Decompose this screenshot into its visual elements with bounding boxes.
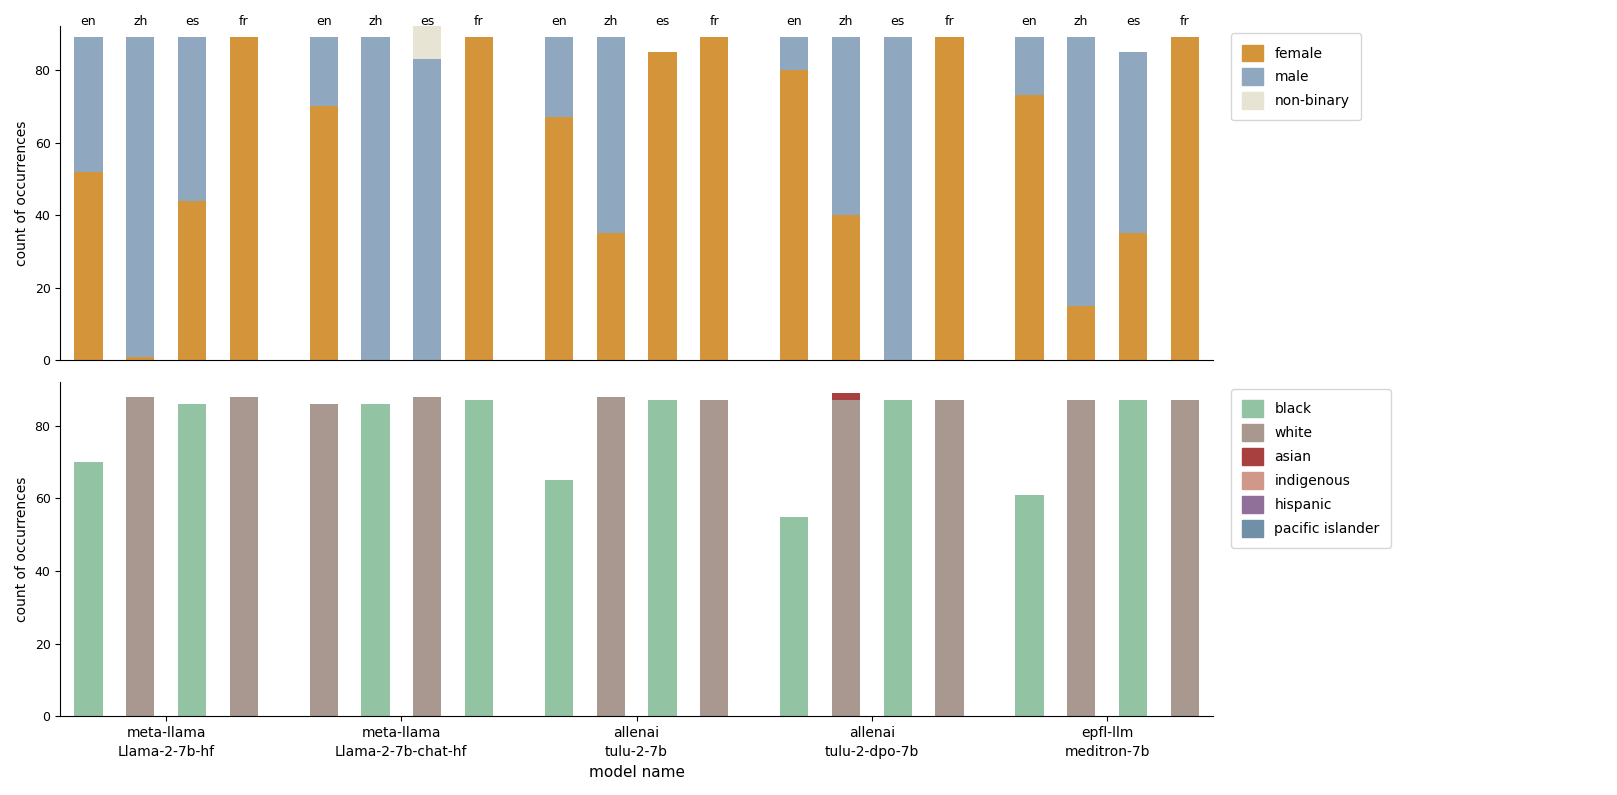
Text: fr: fr xyxy=(1180,15,1190,29)
Bar xyxy=(545,480,572,716)
Bar xyxy=(1015,95,1043,360)
Text: en: en xyxy=(1022,15,1036,29)
X-axis label: model name: model name xyxy=(589,765,684,780)
Text: fr: fr xyxy=(474,15,483,29)
Bar xyxy=(779,37,808,70)
Text: zh: zh xyxy=(839,15,854,29)
Text: fr: fr xyxy=(239,15,249,29)
Bar xyxy=(935,401,964,716)
Bar xyxy=(883,401,912,716)
Bar xyxy=(74,172,102,360)
Bar xyxy=(74,37,102,172)
Bar xyxy=(126,37,154,357)
Bar xyxy=(883,37,912,360)
Bar xyxy=(309,107,338,360)
Bar xyxy=(700,37,728,360)
Bar xyxy=(361,404,390,716)
Bar xyxy=(412,26,441,59)
Bar xyxy=(779,517,808,716)
Bar xyxy=(545,117,572,360)
Bar xyxy=(1171,37,1198,360)
Bar xyxy=(412,59,441,360)
Bar xyxy=(412,397,441,716)
Text: es: es xyxy=(655,15,669,29)
Bar xyxy=(126,357,154,360)
Bar xyxy=(831,215,860,360)
Legend: female, male, non-binary: female, male, non-binary xyxy=(1232,33,1360,120)
Y-axis label: count of occurrences: count of occurrences xyxy=(15,476,29,622)
Y-axis label: count of occurrences: count of occurrences xyxy=(15,121,29,266)
Bar xyxy=(1067,37,1095,306)
Bar xyxy=(1067,306,1095,360)
Bar xyxy=(1119,234,1146,360)
Bar xyxy=(74,462,102,716)
Bar xyxy=(1015,37,1043,95)
Bar xyxy=(935,37,964,360)
Bar xyxy=(779,70,808,360)
Bar xyxy=(545,37,572,117)
Bar xyxy=(178,200,205,360)
Text: zh: zh xyxy=(133,15,147,29)
Bar xyxy=(700,401,728,716)
Text: es: es xyxy=(420,15,435,29)
Bar xyxy=(1119,52,1146,234)
Bar xyxy=(1171,401,1198,716)
Bar xyxy=(597,397,624,716)
Bar xyxy=(597,234,624,360)
Text: zh: zh xyxy=(369,15,383,29)
Bar xyxy=(831,37,860,215)
Bar xyxy=(178,404,205,716)
Bar xyxy=(831,401,860,716)
Text: es: es xyxy=(891,15,906,29)
Bar xyxy=(1119,401,1146,716)
Bar xyxy=(597,37,624,234)
Legend: black, white, asian, indigenous, hispanic, pacific islander: black, white, asian, indigenous, hispani… xyxy=(1232,390,1391,548)
Bar xyxy=(309,37,338,107)
Text: en: en xyxy=(81,15,97,29)
Text: fr: fr xyxy=(944,15,954,29)
Text: en: en xyxy=(315,15,331,29)
Bar xyxy=(831,394,860,401)
Bar xyxy=(361,37,390,360)
Bar xyxy=(309,404,338,716)
Bar xyxy=(648,401,676,716)
Text: es: es xyxy=(184,15,199,29)
Bar xyxy=(178,37,205,200)
Text: en: en xyxy=(786,15,802,29)
Bar xyxy=(464,37,493,360)
Bar xyxy=(464,401,493,716)
Bar xyxy=(1015,494,1043,716)
Text: fr: fr xyxy=(710,15,720,29)
Text: zh: zh xyxy=(603,15,618,29)
Bar xyxy=(648,52,676,360)
Text: en: en xyxy=(551,15,568,29)
Text: es: es xyxy=(1125,15,1140,29)
Bar xyxy=(126,397,154,716)
Bar xyxy=(1067,401,1095,716)
Bar xyxy=(230,37,257,360)
Text: zh: zh xyxy=(1074,15,1088,29)
Bar xyxy=(230,397,257,716)
